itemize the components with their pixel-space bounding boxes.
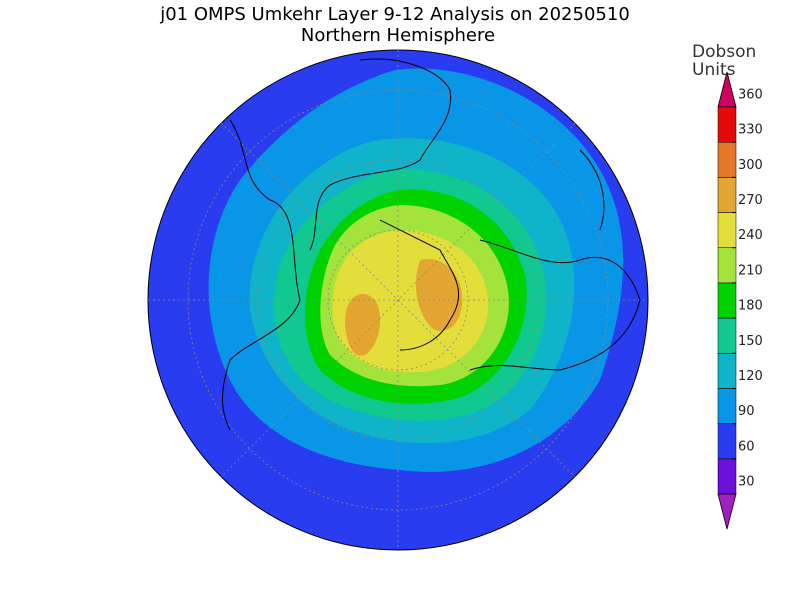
map [147, 49, 649, 551]
colorbar-tick-label: 180 [738, 299, 763, 314]
graticule [148, 50, 648, 550]
colorbar-segment [717, 423, 737, 460]
colorbar-label: Units [692, 60, 736, 80]
colorbar-under [717, 493, 737, 530]
colorbar-tick-label: 240 [738, 228, 763, 243]
colorbar-tick-label: 210 [738, 263, 763, 278]
colorbar-segment [717, 388, 737, 424]
colorbar: Dobson Units 30 60 90 120 150 180 210 240 270 300… [692, 42, 763, 530]
colorbar-segment [717, 177, 737, 213]
contour-270-a [345, 293, 381, 356]
colorbar-tick-label: 330 [738, 123, 763, 138]
subtitle: Northern Hemisphere [301, 25, 495, 46]
colorbar-tick-label: 300 [738, 158, 763, 173]
colorbar-segment [717, 141, 737, 178]
colorbar-tick-label: 60 [738, 439, 755, 454]
colorbar-tick-label: 90 [738, 404, 755, 419]
colorbar-label: Dobson [692, 42, 756, 62]
colorbar-tick-label: 270 [738, 193, 763, 208]
colorbar-segment [717, 458, 737, 495]
colorbar-segment [717, 317, 737, 354]
colorbar-segment [717, 282, 737, 319]
colorbar-segment [717, 353, 737, 389]
contour-270-b [415, 259, 463, 331]
colorbar-segment [717, 247, 737, 284]
coastlines [222, 58, 641, 431]
colorbar-segment [717, 212, 737, 248]
colorbar-tick-label: 150 [738, 334, 763, 349]
colorbar-tick-label: 360 [738, 88, 763, 103]
colorbar-segment [717, 106, 737, 143]
colorbar-tick-label: 30 [738, 475, 755, 490]
title: j01 OMPS Umkehr Layer 9-12 Analysis on 2… [159, 4, 630, 25]
colorbar-tick-label: 120 [738, 369, 763, 384]
